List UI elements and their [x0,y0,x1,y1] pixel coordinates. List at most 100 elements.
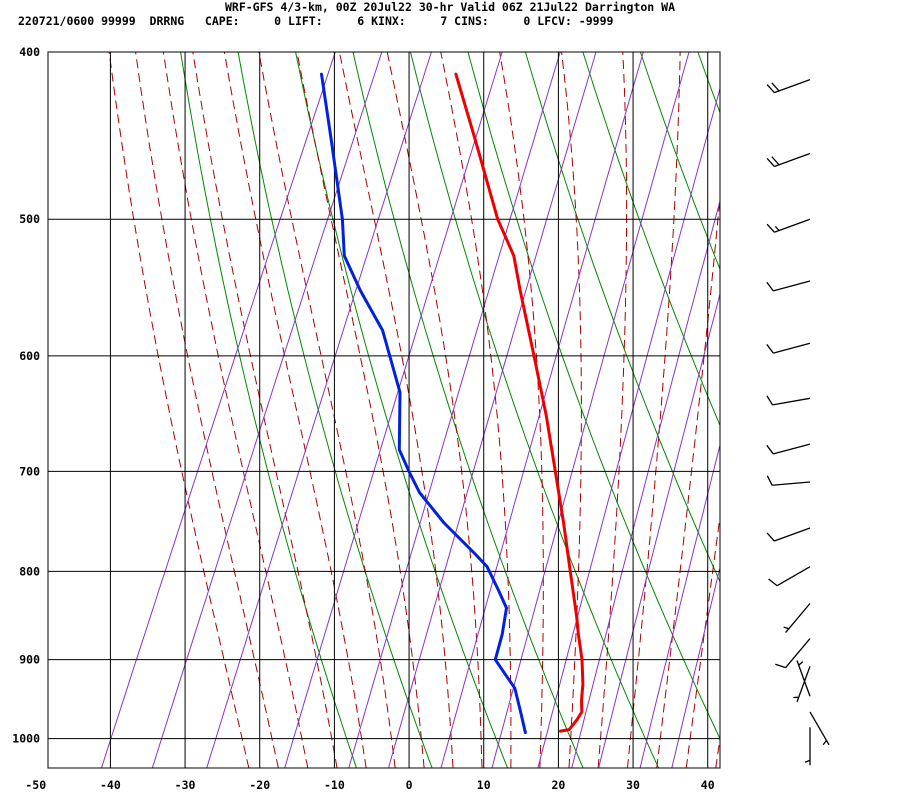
moist-adiabat-line [296,52,425,768]
temperature-profile-line [454,72,585,733]
wind-barb [766,152,811,168]
mixing-ratio-line [671,565,720,768]
dry-adiabat-line [352,52,584,768]
wind-barb-half-flag [804,759,811,763]
x-axis-ticks: -50 -40 -30 -20 -10 0 10 20 30 40 [25,778,714,792]
x-tick-label: -30 [175,778,196,792]
moist-adiabat-line [258,52,396,768]
wind-barb [804,727,811,766]
wind-barb-flag [766,223,775,233]
dry-adiabat-line [295,52,509,768]
moist-adiabat-line [656,191,720,768]
wind-barb-flag [766,157,775,167]
mixing-ratio-line [284,52,503,768]
mixing-ratio-line [100,52,336,768]
wind-barb [796,660,811,697]
dry-adiabat-line [237,52,433,768]
wind-barb-staff [785,638,811,669]
wind-barb-flag [766,532,775,542]
sounding-profiles [320,72,585,735]
x-tick-label: -20 [249,778,270,792]
moist-adiabat-line [386,52,483,768]
wind-barb [766,280,811,292]
moist-adiabat-line [499,52,544,768]
wind-barb-flag [766,344,774,354]
mixing-ratio-line [598,292,720,768]
wind-barb-flag [775,663,786,669]
x-tick-label: 10 [477,778,491,792]
wind-barb-staff [772,397,811,406]
wind-barb-staff [774,218,811,233]
wind-barb-flag [766,444,774,455]
wind-barb-flag [766,475,773,486]
y-tick-label: 400 [19,45,40,59]
moist-adiabat-line [338,52,454,768]
y-tick-label: 1000 [12,732,40,746]
moist-adiabat-line [561,52,582,768]
wind-barb [809,711,830,746]
wind-barb-staff [796,660,811,697]
thermo-background-lines [100,52,900,768]
moist-adiabat-line [440,52,512,768]
wind-barb-staff [809,711,830,746]
x-tick-label: -40 [100,778,121,792]
dry-adiabat-line [813,52,900,768]
wind-barb-flag [771,156,780,166]
wind-barb-staff [773,443,811,455]
wind-barb-half-flag [822,740,828,746]
wind-barb-staff [774,152,811,168]
wind-barb [766,443,811,455]
wind-barb [766,218,811,233]
mixing-ratio-line [537,86,720,768]
moist-adiabat-line [626,52,681,768]
wind-barb-flag [768,578,778,587]
wind-barb-staff [773,280,811,292]
dry-adiabat-line [467,52,720,740]
wind-barb-flag [766,84,775,94]
dewpoint-profile-line [320,72,527,735]
wind-barb [766,527,811,542]
wind-barb [766,395,811,406]
moist-adiabat-line [162,52,309,768]
moist-adiabat-line [223,52,367,768]
dry-adiabat-line [697,52,720,114]
mixing-ratio-line [571,199,720,768]
dry-adiabat-line [180,52,357,768]
wind-barb-staff [796,666,811,703]
mixing-ratio-line [348,52,561,768]
wind-barb [768,566,811,587]
wind-barb-flag [766,395,774,406]
y-tick-label: 700 [19,464,40,478]
mixing-ratio-line [151,52,383,768]
moist-adiabat-line [597,52,628,768]
y-tick-label: 800 [19,564,40,578]
wind-barb-staff [776,566,811,587]
x-tick-label: 20 [551,778,565,792]
wind-barb-staff [774,78,811,94]
chart-subtitle: 220721/0600 99999 DRRNG CAPE: 0 LIFT: 6 … [18,14,614,28]
x-tick-label: 0 [406,778,413,792]
y-tick-label: 900 [19,653,40,667]
wind-barb-half-flag [783,626,789,630]
wind-barb-staff [772,481,811,486]
dry-adiabat-line [582,52,720,427]
wind-barb [766,342,811,354]
x-tick-label: 30 [626,778,640,792]
dry-adiabat-line [524,52,720,583]
x-tick-label: 40 [701,778,715,792]
chart-title: WRF-GFS 4/3-km, 00Z 20Jul22 30-hr Valid … [224,0,676,14]
dry-adiabat-line [870,52,900,768]
wind-barb-staff [774,527,811,542]
mixing-ratio-line [491,52,690,768]
mixing-ratio-line [206,52,432,768]
wind-barb [766,475,811,486]
plot-frame [47,51,721,769]
wind-barb-half-flag [774,226,780,231]
mixing-ratio-line [388,52,597,768]
y-axis-ticks: 400 500 600 700 800 900 1000 [12,45,40,746]
wind-barb-half-flag [798,661,804,666]
x-tick-label: -50 [25,778,46,792]
wind-barb-flag [766,281,774,292]
wind-barb [793,666,811,703]
